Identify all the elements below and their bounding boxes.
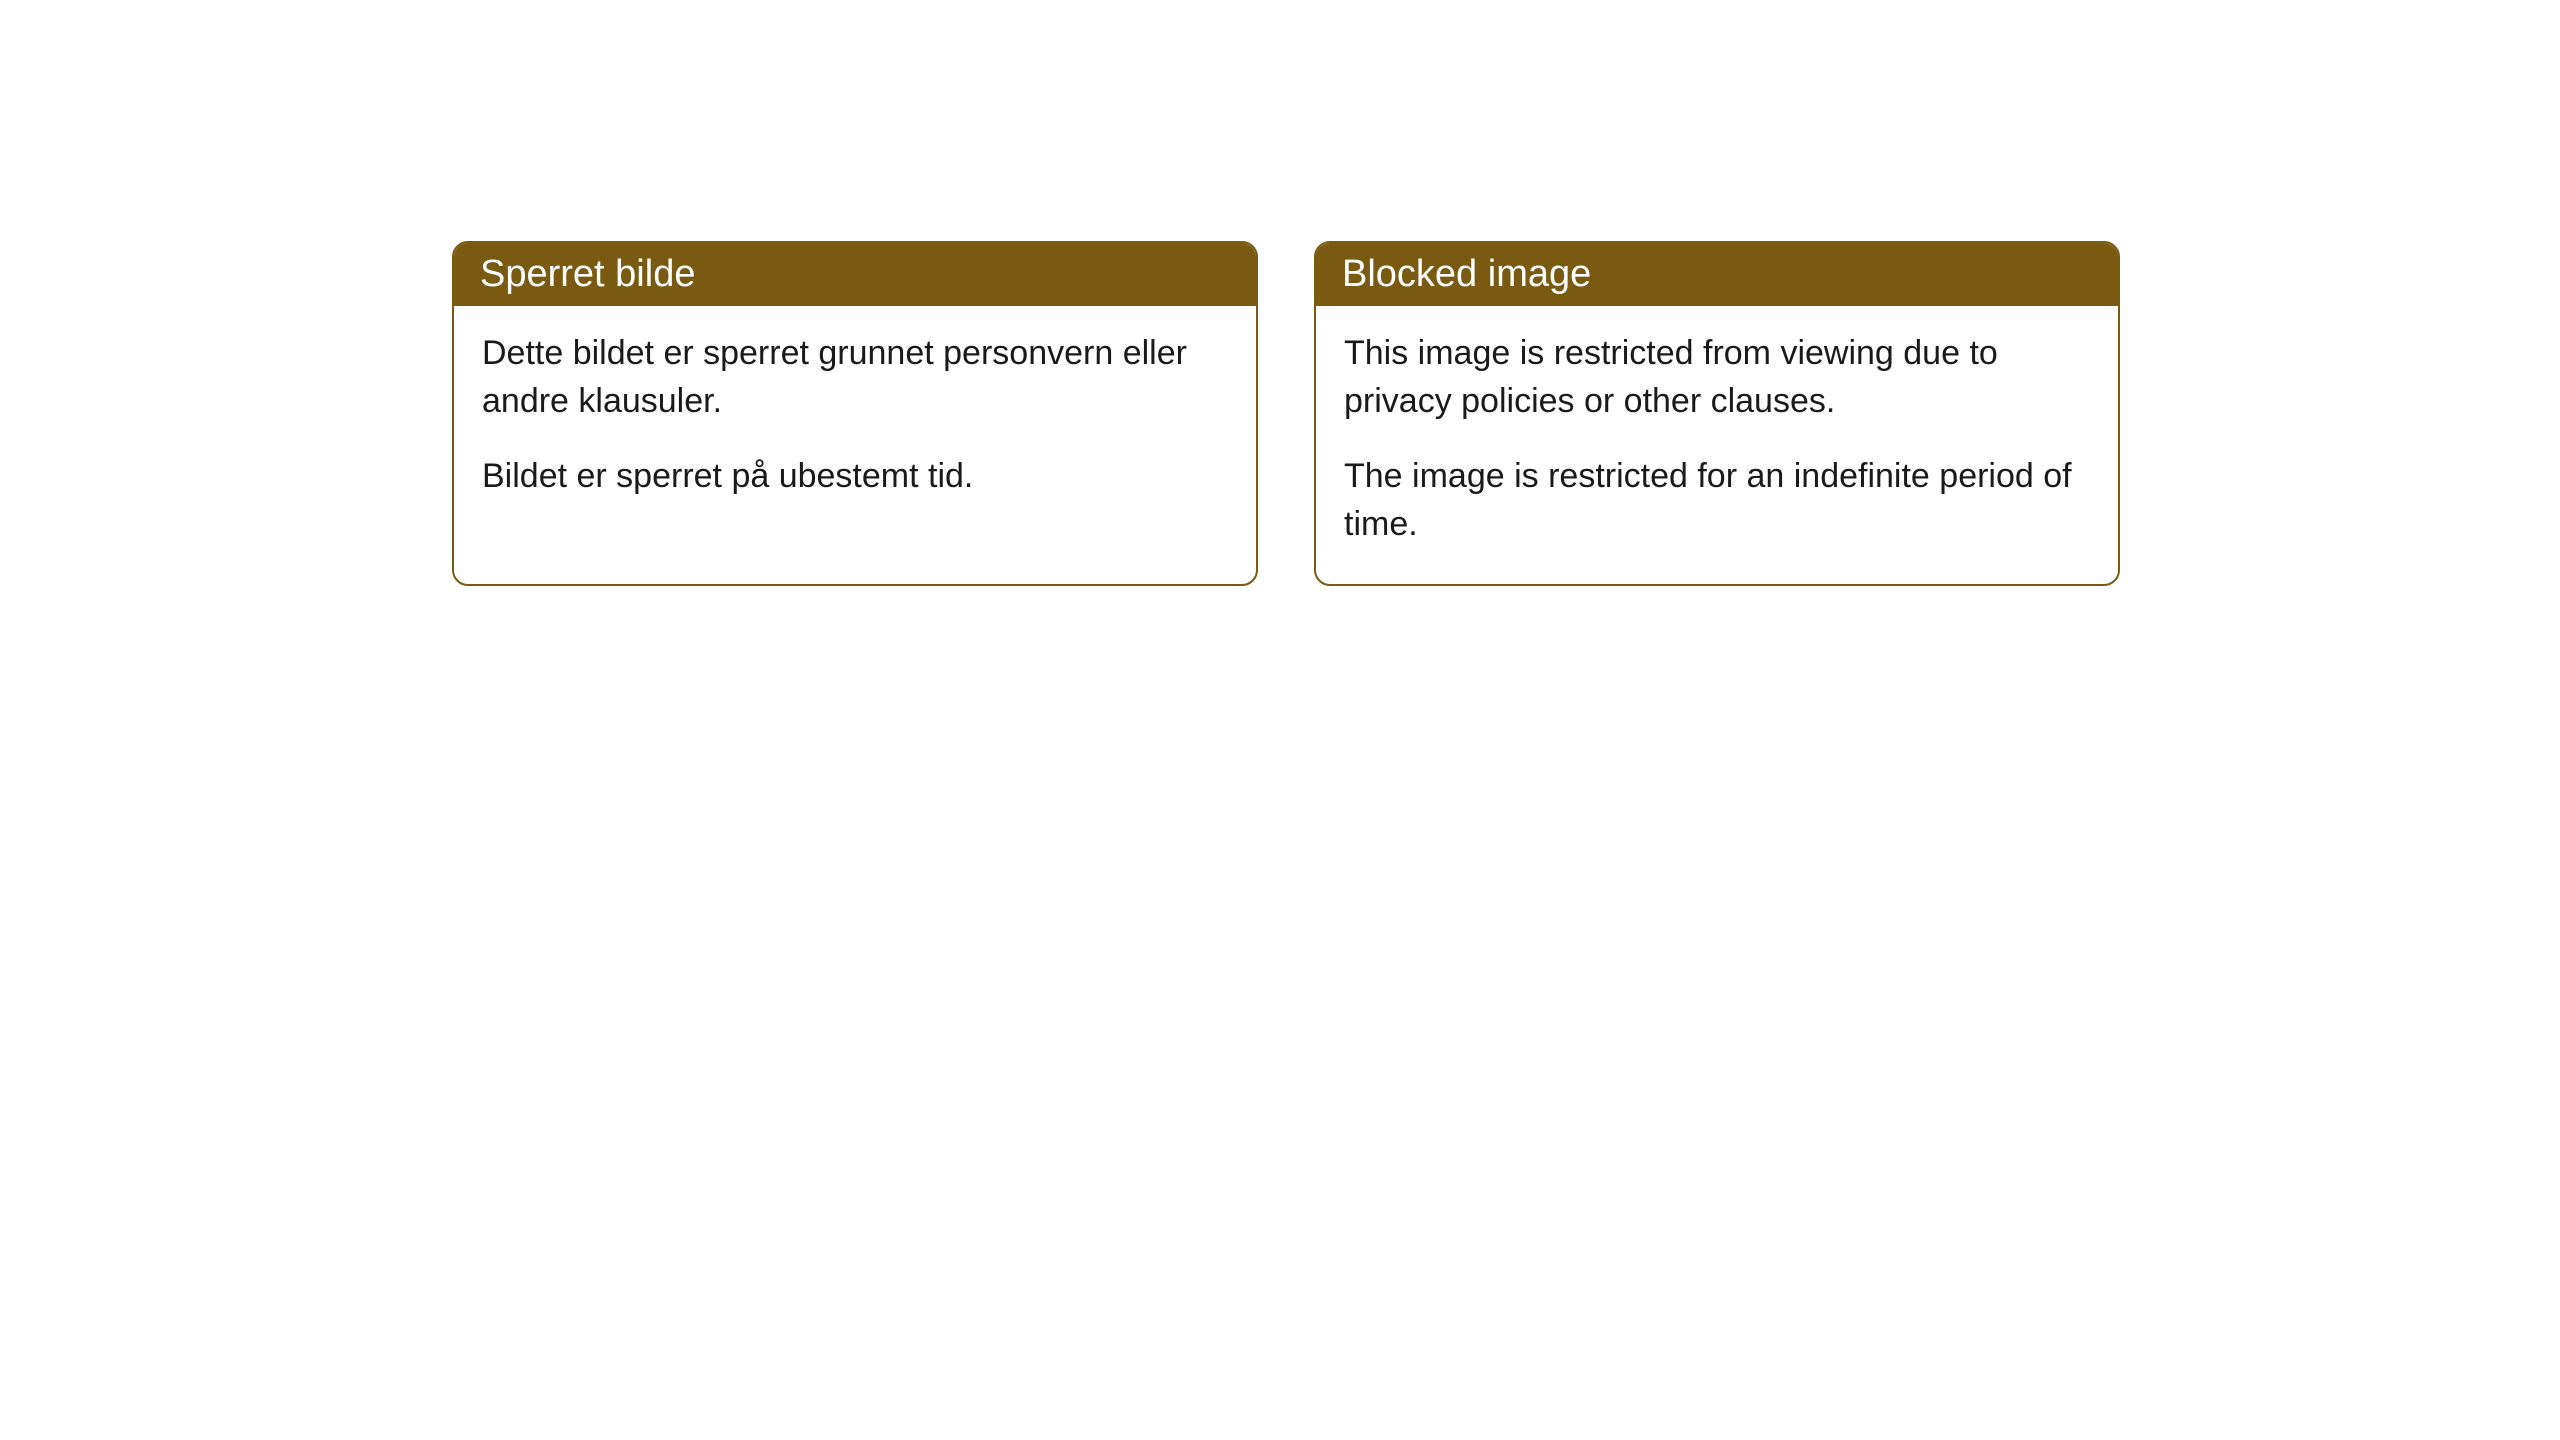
card-paragraph: Dette bildet er sperret grunnet personve… — [482, 330, 1228, 425]
notice-card-norwegian: Sperret bilde Dette bildet er sperret gr… — [452, 241, 1258, 586]
card-body: Dette bildet er sperret grunnet personve… — [454, 306, 1256, 537]
card-title: Sperret bilde — [480, 253, 695, 295]
notice-card-english: Blocked image This image is restricted f… — [1314, 241, 2120, 586]
card-title: Blocked image — [1342, 253, 1591, 295]
card-header: Sperret bilde — [454, 243, 1256, 306]
card-header: Blocked image — [1316, 243, 2118, 306]
card-body: This image is restricted from viewing du… — [1316, 306, 2118, 584]
notice-cards-container: Sperret bilde Dette bildet er sperret gr… — [452, 241, 2120, 586]
card-paragraph: Bildet er sperret på ubestemt tid. — [482, 453, 1228, 501]
card-paragraph: The image is restricted for an indefinit… — [1344, 453, 2090, 548]
card-paragraph: This image is restricted from viewing du… — [1344, 330, 2090, 425]
